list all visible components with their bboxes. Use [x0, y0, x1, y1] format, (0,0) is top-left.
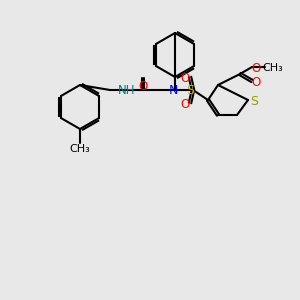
Text: O: O [180, 72, 190, 85]
Text: N: N [168, 84, 178, 97]
Text: CH₃: CH₃ [262, 63, 284, 73]
Text: O: O [180, 98, 190, 111]
Text: S: S [250, 95, 258, 108]
Text: O: O [251, 62, 261, 75]
Text: O: O [251, 76, 261, 89]
Text: O: O [138, 80, 148, 93]
Text: CH₃: CH₃ [70, 144, 90, 154]
Text: S: S [186, 84, 194, 97]
Text: NH: NH [118, 84, 136, 97]
